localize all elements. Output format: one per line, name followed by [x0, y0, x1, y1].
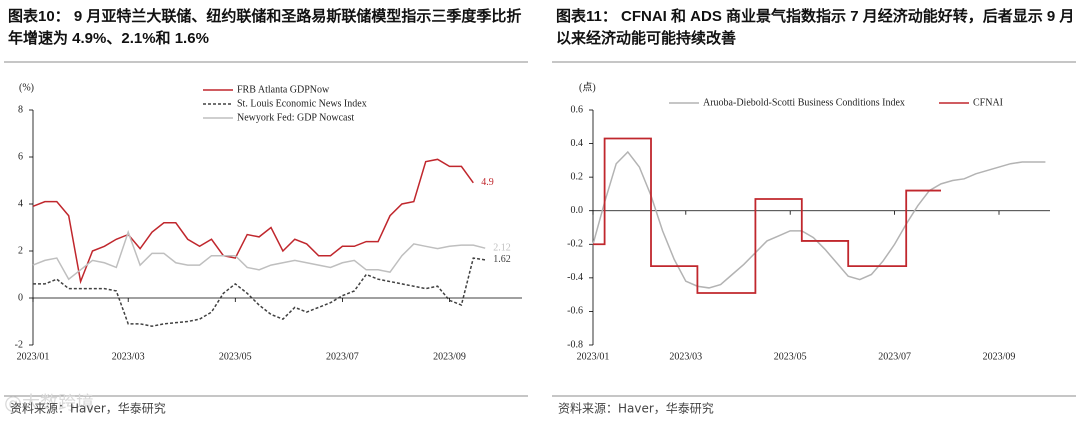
legend-label: Newyork Fed: GDP Nowcast [237, 112, 354, 123]
y-tick-label: -0.2 [567, 239, 583, 250]
x-tick-label: 2023/01 [17, 351, 50, 362]
y-tick-label: 6 [18, 151, 23, 162]
y-tick-label: 8 [18, 104, 23, 115]
x-tick-label: 2023/01 [577, 351, 610, 362]
chart-title: 图表11： CFNAI 和 ADS 商业景气指数指示 7 月经济动能好转，后者显… [556, 8, 1075, 47]
y-tick-label: 2 [18, 245, 23, 256]
series-line [33, 257, 486, 327]
x-tick-label: 2023/05 [774, 351, 807, 362]
legend-label: St. Louis Economic News Index [237, 98, 367, 109]
x-tick-label: 2023/07 [878, 351, 911, 362]
legend-label: Aruoba-Diebold-Scotti Business Condition… [703, 97, 905, 108]
series-line [32, 158, 474, 285]
x-tick-label: 2023/03 [669, 351, 702, 362]
y-tick-label: 0 [18, 292, 23, 303]
y-tick-label: -0.4 [567, 272, 583, 283]
end-label: 4.9 [481, 177, 494, 188]
watermark: @大数跨境 [4, 393, 94, 414]
legend-label: CFNAI [973, 97, 1003, 108]
chart-title: 图表10： 9 月亚特兰大联储、纽约联储和圣路易斯联储模型指示三季度季比折年增速… [8, 8, 522, 47]
x-tick-label: 2023/09 [983, 351, 1016, 362]
y-tick-label: 0.6 [571, 104, 584, 115]
x-tick-label: 2023/03 [112, 351, 145, 362]
series-line [32, 229, 486, 281]
y-unit: (%) [19, 82, 34, 93]
y-unit: (点) [579, 81, 596, 93]
source: 资料来源：Haver，华泰研究 [558, 401, 714, 416]
source: 资料来源：Haver，华泰研究 [10, 401, 166, 416]
y-tick-label: 0.4 [571, 138, 584, 149]
y-tick-label: -0.6 [567, 306, 583, 317]
y-tick-label: -0.8 [567, 339, 583, 350]
y-tick-label: 0.2 [571, 171, 584, 182]
end-label: 2.12 [493, 242, 511, 253]
y-tick-label: 0.0 [571, 205, 584, 216]
x-tick-label: 2023/07 [326, 351, 359, 362]
x-tick-label: 2023/05 [219, 351, 252, 362]
series-line [592, 150, 1046, 289]
end-label: 1.62 [493, 254, 511, 265]
y-tick-label: 4 [18, 198, 23, 209]
y-tick-label: -2 [15, 339, 23, 350]
x-tick-label: 2023/09 [433, 351, 466, 362]
legend-label: FRB Atlanta GDPNow [237, 84, 330, 95]
series-line [593, 137, 941, 294]
